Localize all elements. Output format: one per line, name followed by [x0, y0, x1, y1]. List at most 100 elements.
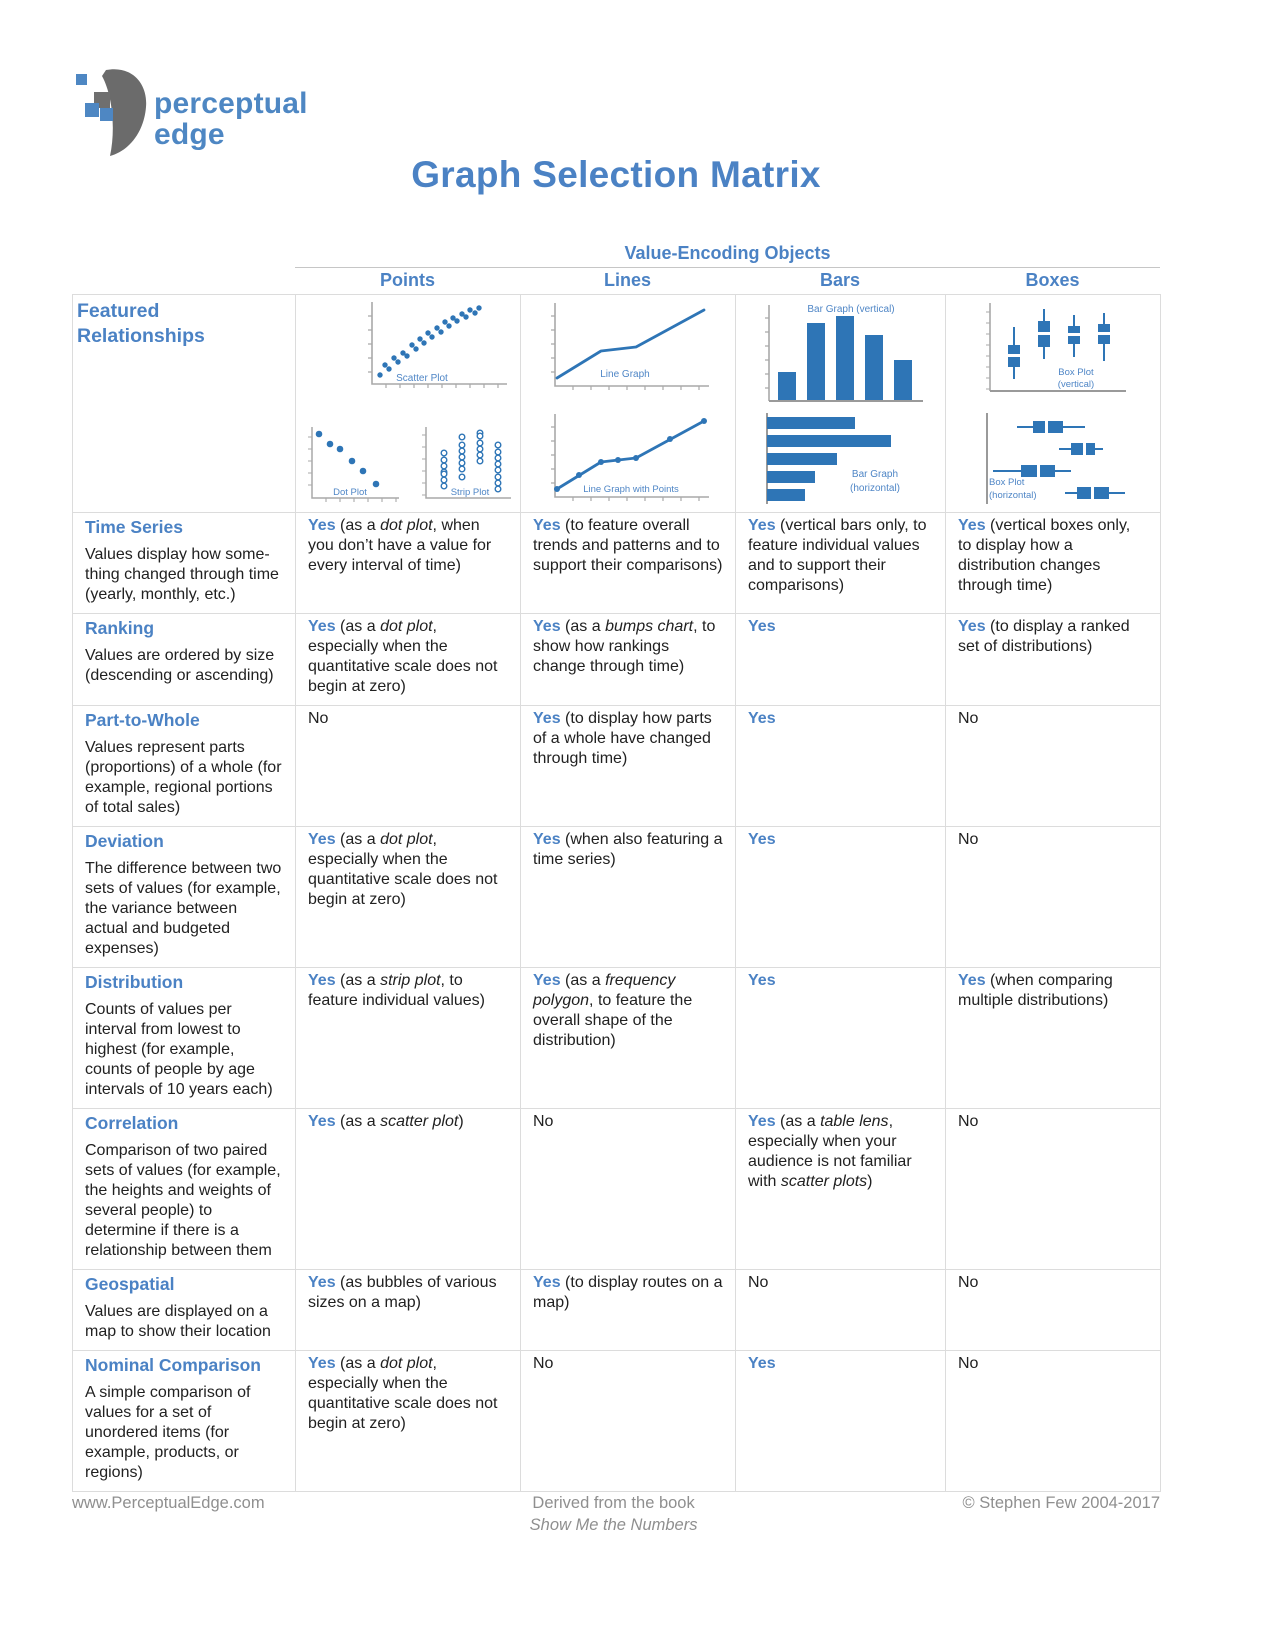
cell-text: (as a	[335, 972, 381, 989]
yes-indicator: Yes	[533, 710, 561, 727]
cell-text: (as a	[775, 1113, 821, 1130]
relationship-label-cell-deviation: Deviation The difference between two sets…	[72, 826, 296, 968]
strip-plot-label: Strip Plot	[451, 487, 490, 498]
yes-indicator: Yes	[748, 1113, 776, 1130]
relationship-description: Values represent parts (proportions) of …	[85, 739, 282, 816]
cell-deviation-boxes: No	[945, 826, 1161, 968]
relationship-description: Values are ordered by size (descending o…	[85, 647, 275, 684]
matrix-row-correlation: Correlation Comparison of two paired sets…	[72, 1108, 1161, 1270]
scatter-plot-label: Scatter Plot	[396, 373, 448, 384]
yes-indicator: Yes	[308, 831, 336, 848]
cell-geospatial-lines: Yes (to display routes on a map)	[520, 1269, 736, 1351]
matrix-row-ranking: Ranking Values are ordered by size (desce…	[72, 613, 1161, 706]
perceptual-edge-logo-icon	[76, 69, 147, 156]
matrix-row-geospatial: Geospatial Values are displayed on a map …	[72, 1269, 1161, 1351]
cell-text: No	[958, 1355, 979, 1372]
cell-text: (vertical bars only, to feature individu…	[748, 517, 927, 594]
matrix-rows: Time Series Values display how some­thing…	[72, 512, 1161, 1492]
cell-text: No	[748, 1274, 769, 1291]
chart-type-term: dot plot	[380, 618, 433, 635]
cell-geospatial-points: Yes (as bubbles of various sizes on a ma…	[295, 1269, 521, 1351]
yes-indicator: Yes	[308, 517, 336, 534]
matrix-row-nominal-comparison: Nominal Comparison A simple comparison of…	[72, 1350, 1161, 1492]
cell-nominal-comparison-points: Yes (as a dot plot, especially when the …	[295, 1350, 521, 1492]
cell-text: (as a	[335, 831, 381, 848]
matrix-row-part-to-whole: Part-to-Whole Values represent parts (pro…	[72, 705, 1161, 827]
scatter-plot-thumbnail-icon: Scatter Plot	[368, 302, 507, 388]
cell-text: , to feature the overall shape of the di…	[533, 992, 693, 1049]
cell-correlation-points: Yes (as a scatter plot)	[295, 1108, 521, 1270]
brand-word-perceptual: perceptual	[154, 87, 308, 120]
column-headers: Points Lines Bars Boxes	[72, 268, 1160, 294]
cell-distribution-points: Yes (as a strip plot, to feature individ…	[295, 967, 521, 1109]
graph-selection-matrix: Value-Encoding Objects Points Lines Bars…	[72, 243, 1161, 1492]
cell-geospatial-boxes: No	[945, 1269, 1161, 1351]
matrix-table: Featured Relationships	[72, 294, 1161, 1492]
yes-indicator: Yes	[748, 972, 776, 989]
yes-indicator: Yes	[748, 831, 776, 848]
yes-indicator: Yes	[533, 831, 561, 848]
yes-indicator: Yes	[533, 517, 561, 534]
bar-graph-horizontal-thumbnail-icon: Bar Graph (horizontal)	[766, 413, 900, 504]
cell-ranking-lines: Yes (as a bumps chart, to show how ranki…	[520, 613, 736, 706]
brand-wordmark: perceptual edge	[154, 88, 308, 150]
cell-text: , to show how rankings change through ti…	[533, 618, 716, 675]
relationship-label-cell-nominal-comparison: Nominal Comparison A simple comparison of…	[72, 1350, 296, 1492]
cell-text: , especially when the quantitative scale…	[308, 618, 498, 695]
yes-indicator: Yes	[748, 517, 776, 534]
cell-ranking-points: Yes (as a dot plot, especially when the …	[295, 613, 521, 706]
chart-type-term: frequency polygon	[533, 972, 676, 1009]
box-plot-horizontal-label-line2: (horizontal)	[989, 490, 1037, 501]
cell-nominal-comparison-boxes: No	[945, 1350, 1161, 1492]
dot-plot-thumbnail-icon: Dot Plot	[308, 427, 399, 502]
relationship-label-cell-ranking: Ranking Values are ordered by size (desce…	[72, 613, 296, 706]
cell-correlation-lines: No	[520, 1108, 736, 1270]
relationship-label-cell-part-to-whole: Part-to-Whole Values represent parts (pro…	[72, 705, 296, 827]
thumbnail-row: Featured Relationships	[72, 294, 1161, 513]
yes-indicator: Yes	[308, 618, 336, 635]
footer-url: www.PerceptualEdge.com	[72, 1494, 265, 1512]
brand: perceptual edge	[74, 62, 308, 166]
line-graph-thumbnail-icon: Line Graph	[551, 303, 709, 390]
footer-source-line2: Show Me the Numbers	[529, 1516, 698, 1534]
cell-time-series-points: Yes (as a dot plot, when you don’t have …	[295, 512, 521, 614]
yes-indicator: Yes	[748, 710, 776, 727]
bar-graph-horizontal-label-line2: (horizontal)	[850, 483, 900, 494]
cell-text: (as a	[335, 618, 381, 635]
cell-text: No	[533, 1355, 554, 1372]
cell-text: (to display how parts of a whole have ch…	[533, 710, 712, 767]
relationship-label-cell-correlation: Correlation Comparison of two paired sets…	[72, 1108, 296, 1270]
bar-graph-vertical-label: Bar Graph (vertical)	[807, 304, 894, 315]
box-plot-vertical-label-line2: (vertical)	[1057, 379, 1093, 390]
cell-text: (as a	[335, 1355, 381, 1372]
relationship-heading: Part-to-Whole	[85, 710, 200, 730]
relationship-heading: Correlation	[85, 1113, 179, 1133]
box-plot-vertical-thumbnail-icon: Box Plot (vertical)	[985, 303, 1126, 392]
footer-source-line1: Derived from the book	[532, 1494, 695, 1512]
cell-text: )	[867, 1173, 873, 1190]
cell-text: , to feature individual values)	[308, 972, 485, 1009]
yes-indicator: Yes	[533, 1274, 561, 1291]
relationship-description: Values are displayed on a map to show th…	[85, 1303, 271, 1340]
yes-indicator: Yes	[308, 1274, 336, 1291]
cell-text: (as a	[560, 972, 606, 989]
cell-text: No	[533, 1113, 554, 1130]
dot-plot-label: Dot Plot	[333, 487, 367, 498]
relationship-heading: Time Series	[85, 517, 183, 537]
line-graph-label: Line Graph	[600, 369, 649, 380]
cell-distribution-bars: Yes	[735, 967, 946, 1109]
cell-time-series-bars: Yes (vertical bars only, to feature indi…	[735, 512, 946, 614]
relationship-description: Counts of values per interval from lowes…	[85, 1001, 273, 1098]
relationship-heading: Deviation	[85, 831, 164, 851]
chart-type-term: scatter plots	[780, 1173, 868, 1190]
cell-nominal-comparison-lines: No	[520, 1350, 736, 1492]
value-encoding-objects-header: Value-Encoding Objects	[295, 243, 1160, 268]
row-axis-label: Featured Relationships	[77, 300, 205, 347]
cell-text: , especially when the quantitative scale…	[308, 831, 498, 908]
relationship-description: Comparison of two paired sets of values …	[85, 1142, 281, 1259]
chart-type-term: dot plot	[380, 1355, 433, 1372]
cell-text: (as a	[560, 618, 606, 635]
cell-part-to-whole-boxes: No	[945, 705, 1161, 827]
cell-text: )	[458, 1113, 464, 1130]
cell-text: No	[958, 1274, 979, 1291]
